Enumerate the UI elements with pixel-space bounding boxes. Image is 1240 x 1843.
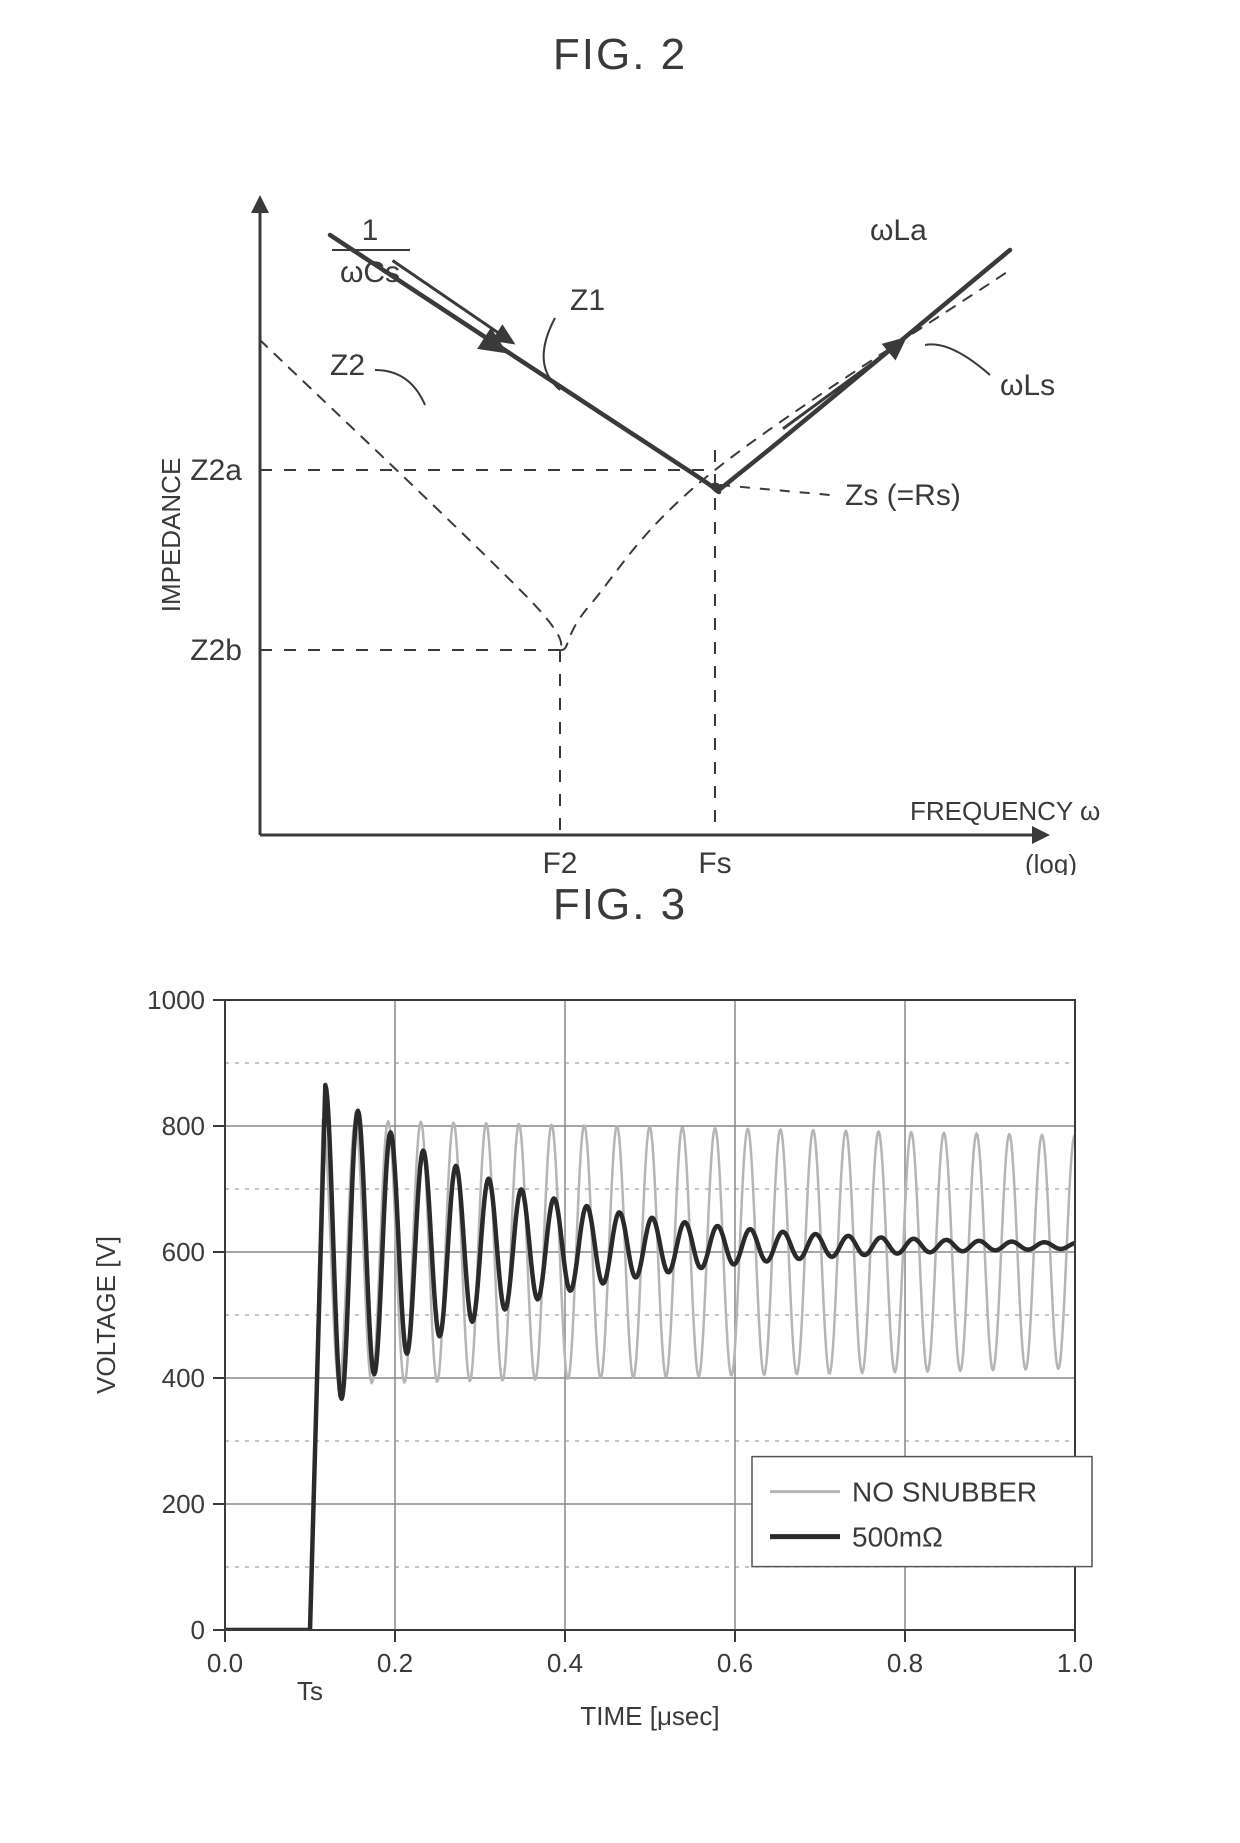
- fig2-ann-frac-bot: ωCs: [340, 256, 400, 289]
- fig2-leader-wls: [925, 344, 990, 375]
- fig2-y-axis-arrow: [251, 195, 269, 213]
- fig3-ytick-label: 200: [162, 1489, 205, 1519]
- fig2-ann-z1: Z1: [570, 284, 605, 317]
- fig3-chart: 0.0 0.2 0.4 0.6 0.8 1.0 0 200 400 600 800 1000 VOLTA…: [0, 950, 1240, 1790]
- fig3-ytick-label: 800: [162, 1111, 205, 1141]
- fig2-arrow-right-line: [783, 341, 903, 429]
- fig3-xtick-label: 0.6: [717, 1648, 753, 1678]
- fig2-ylabel: IMPEDANCE: [156, 458, 186, 613]
- fig2-xlabel-sub: (log): [1025, 849, 1077, 875]
- fig2-curve-z2: [260, 270, 1010, 650]
- fig3-ytick-label: 400: [162, 1363, 205, 1393]
- fig3-ytick-label: 1000: [147, 985, 205, 1015]
- fig2-ytick-Z2a: Z2a: [190, 454, 242, 487]
- fig2-ann-z2: Z2: [330, 349, 365, 382]
- fig3-legend-label: 500mΩ: [852, 1522, 943, 1553]
- fig2-ann-wla: ωLa: [870, 214, 927, 247]
- fig3-ts-label: Ts: [297, 1676, 323, 1706]
- page: FIG. 2 IMPEDANCE FREQUENCY ω (log) F2 Fs Z2a Z…: [0, 0, 1240, 1843]
- fig2-ann-frac-top: 1: [362, 214, 379, 247]
- fig3-ylabel: VOLTAGE [V]: [91, 1236, 121, 1394]
- fig2-title: FIG. 2: [0, 30, 1240, 80]
- fig2-leader-zs: [720, 485, 830, 495]
- fig3-ytick-label: 0: [191, 1615, 205, 1645]
- fig3-xtick-label: 0.2: [377, 1648, 413, 1678]
- fig2-chart: IMPEDANCE FREQUENCY ω (log) F2 Fs Z2a Z2b 1 ωCs Z…: [0, 95, 1240, 875]
- fig3-title: FIG. 3: [0, 880, 1240, 930]
- fig2-arrow-left-line: [393, 261, 510, 341]
- fig3-xtick-label: 0.0: [207, 1648, 243, 1678]
- fig2-ann-zs: Zs (=Rs): [845, 479, 961, 512]
- fig2-xlabel: FREQUENCY ω: [910, 796, 1100, 826]
- fig3-ytick-label: 600: [162, 1237, 205, 1267]
- fig2-xtick-Fs: Fs: [698, 847, 731, 875]
- fig2-leader-z2: [375, 370, 425, 405]
- fig2-x-axis-arrow: [1032, 826, 1050, 844]
- fig3-legend-label: NO SNUBBER: [852, 1477, 1037, 1508]
- fig2-ann-wls: ωLs: [1000, 369, 1055, 402]
- fig2-curve-z1: [330, 235, 1010, 492]
- fig3-xlabel: TIME [μsec]: [580, 1701, 719, 1731]
- fig2-arrow-right: [882, 337, 907, 361]
- fig3-xtick-label: 1.0: [1057, 1648, 1093, 1678]
- fig3-xtick-label: 0.8: [887, 1648, 923, 1678]
- fig2-xtick-F2: F2: [542, 847, 577, 875]
- fig2-ytick-Z2b: Z2b: [190, 634, 242, 667]
- fig3-xtick-label: 0.4: [547, 1648, 583, 1678]
